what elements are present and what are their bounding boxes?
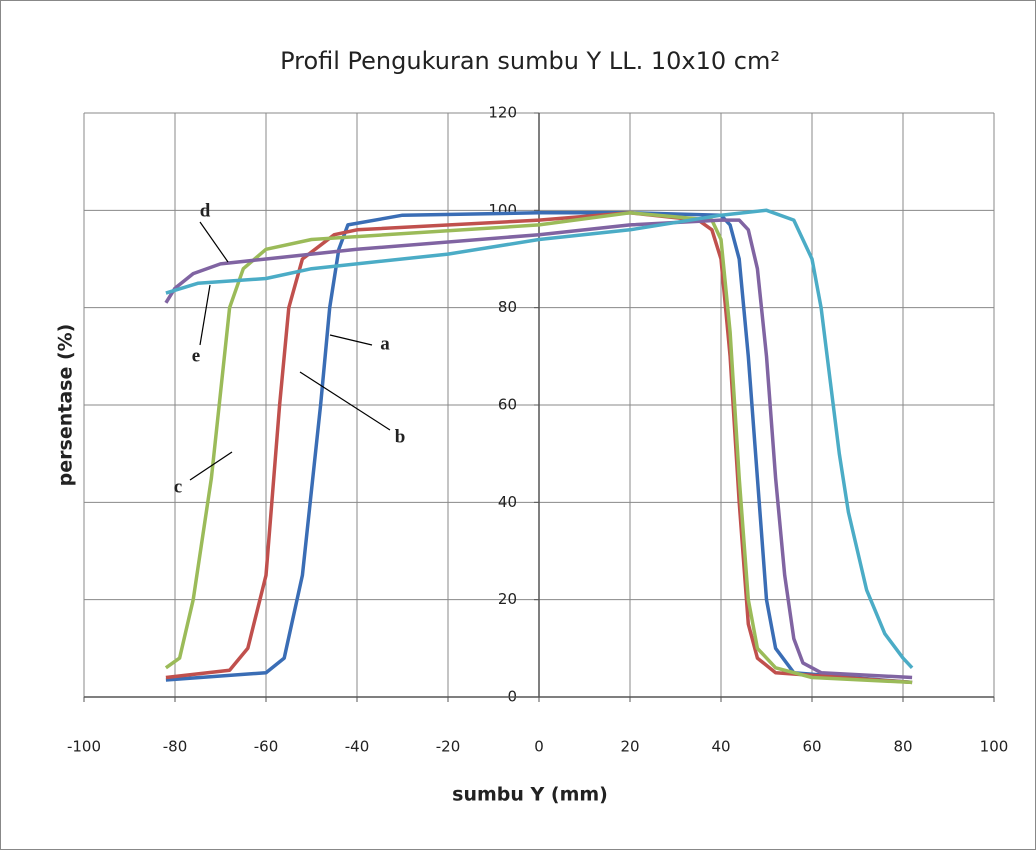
x-axis-label: sumbu Y (mm) xyxy=(452,784,608,806)
y-tick-label: 40 xyxy=(498,493,517,511)
x-tick-label: 40 xyxy=(711,738,730,756)
y-tick-label: 80 xyxy=(498,298,517,316)
x-tick-label: 0 xyxy=(534,738,544,756)
annotation-leader xyxy=(329,334,373,346)
y-axis-label: persentase (%) xyxy=(55,324,77,487)
data-line xyxy=(164,218,913,680)
y-tick-label: 20 xyxy=(498,590,517,608)
x-tick-label: -80 xyxy=(163,738,188,756)
y-tick-label: 100 xyxy=(488,201,517,219)
x-tick-label: 60 xyxy=(802,738,821,756)
x-tick-label: 100 xyxy=(980,738,1009,756)
x-tick-label: -60 xyxy=(254,738,279,756)
data-line xyxy=(164,211,913,685)
annotation: d xyxy=(200,200,211,221)
x-tick-label: -20 xyxy=(436,738,461,756)
x-tick-label: 80 xyxy=(893,738,912,756)
y-tick-label: 120 xyxy=(488,104,517,122)
x-tick-label: 20 xyxy=(620,738,639,756)
x-tick-label: -100 xyxy=(67,738,101,756)
annotation-leader xyxy=(189,451,233,481)
annotation-leader xyxy=(299,371,391,431)
y-tick-label: 60 xyxy=(498,396,517,414)
chart-title: Profil Pengukuran sumbu Y LL. 10x10 cm² xyxy=(280,47,780,75)
data-line xyxy=(165,211,913,685)
annotation: a xyxy=(380,333,390,354)
data-line xyxy=(165,208,914,669)
annotation: b xyxy=(395,426,406,447)
annotation-leader xyxy=(199,221,229,263)
x-tick-label: -40 xyxy=(345,738,370,756)
data-line xyxy=(165,211,913,685)
annotation: e xyxy=(192,345,200,366)
annotation-leader xyxy=(199,284,211,346)
annotation: c xyxy=(174,476,182,497)
